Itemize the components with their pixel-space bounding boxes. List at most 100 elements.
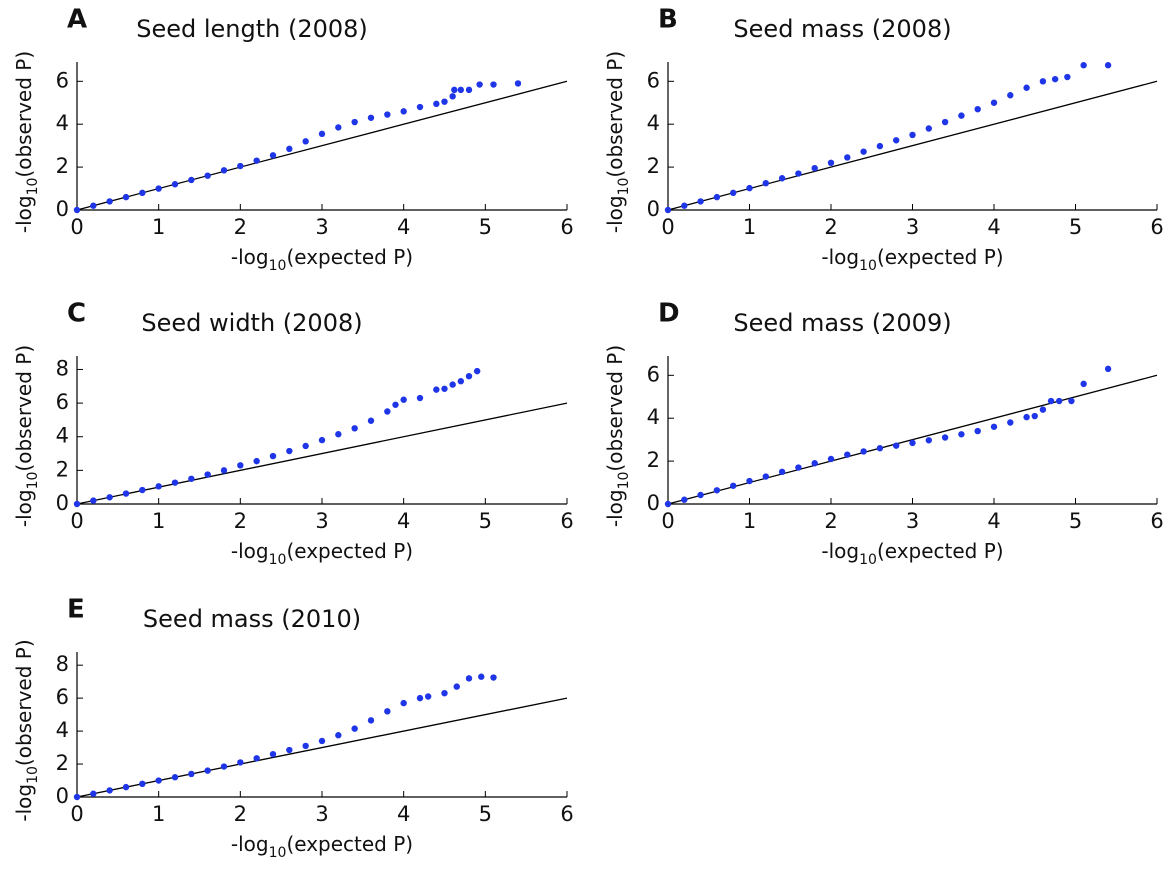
data-point <box>106 494 113 501</box>
axis-label: -log10(expected P) <box>231 245 413 275</box>
axis-label-part: -log <box>603 195 627 233</box>
data-point <box>909 131 916 139</box>
data-point <box>1039 78 1047 85</box>
data-point <box>664 500 672 508</box>
axis-label-part: (expected P) <box>286 832 413 856</box>
data-point <box>827 159 835 167</box>
x-tick-label: 2 <box>234 509 247 533</box>
y-tick-label: 4 <box>56 111 69 135</box>
x-tick-label: 6 <box>1150 215 1163 239</box>
chart-panel: E Seed mass (2010)0 1 2 3 4 5 602468-log10(expe… <box>12 595 574 862</box>
data-point <box>449 93 456 100</box>
data-point <box>318 737 326 745</box>
data-point <box>893 137 900 144</box>
axis-label-part: (observed P) <box>12 51 36 178</box>
data-point <box>1068 397 1075 405</box>
data-point <box>457 378 465 385</box>
data-point <box>318 436 326 444</box>
axis-label-subscript: 10 <box>25 472 41 490</box>
data-point <box>465 86 473 94</box>
data-point <box>925 125 932 132</box>
data-point <box>681 202 688 209</box>
y-tick-label: 4 <box>647 111 660 135</box>
chart-panel: B Seed mass (2008)0 1 2 3 4 5 60246-log10(expec… <box>603 5 1164 275</box>
data-point <box>860 448 867 455</box>
axis-label-subscript: 10 <box>269 552 287 568</box>
y-tick-label: 0 <box>647 197 660 221</box>
axis-label: -log10(expected P) <box>231 832 413 862</box>
data-point <box>384 408 391 415</box>
axis-label-part: (observed P) <box>603 345 627 472</box>
axis-label-part: (expected P) <box>877 539 1004 563</box>
axis-label-part: (expected P) <box>877 245 1004 269</box>
chart-panel: A Seed length (2008)0 1 2 3 4 5 60246-log10(exp… <box>12 5 574 275</box>
data-point <box>122 490 130 497</box>
panel-letter: E <box>67 595 85 625</box>
panel-letter: D <box>658 299 680 329</box>
y-tick-label: 4 <box>56 718 69 742</box>
axis-label-part: (observed P) <box>12 345 36 472</box>
identity-line <box>667 374 1158 505</box>
data-point <box>433 100 440 108</box>
x-tick-label: 4 <box>987 509 1000 533</box>
data-point <box>1104 62 1112 69</box>
data-point <box>139 780 146 788</box>
data-point <box>106 787 113 794</box>
axis-label-part: -log <box>231 539 269 563</box>
data-point <box>253 755 260 762</box>
x-tick-label: 6 <box>560 802 573 826</box>
data-point <box>237 162 244 170</box>
data-point <box>335 732 342 739</box>
data-point <box>909 439 916 447</box>
data-point <box>416 103 424 111</box>
data-point <box>269 750 277 758</box>
x-tick-label: 3 <box>906 215 919 239</box>
data-point <box>253 157 260 164</box>
x-tick-label: 5 <box>479 509 492 533</box>
data-point <box>90 202 97 209</box>
data-point <box>237 759 244 766</box>
data-point <box>204 471 211 478</box>
panel-letter: C <box>67 299 86 329</box>
data-point <box>416 694 424 702</box>
axis-label-part: -log <box>12 195 36 233</box>
data-point <box>860 148 867 155</box>
x-tick-label: 0 <box>661 215 674 239</box>
data-point <box>465 675 473 682</box>
chart-panel: C Seed width (2008)0 1 2 3 4 5 602468-log10(exp… <box>12 299 574 569</box>
data-point <box>367 417 375 424</box>
data-point <box>697 491 704 499</box>
data-point <box>465 372 473 380</box>
data-point <box>400 108 407 115</box>
chart-title: Seed length (2008) <box>136 15 368 43</box>
data-point <box>335 124 342 131</box>
data-point <box>697 198 704 205</box>
x-tick-label: 5 <box>479 215 492 239</box>
data-point <box>974 427 981 435</box>
data-point <box>286 447 293 455</box>
data-point <box>400 396 407 403</box>
data-point <box>237 462 244 469</box>
panel-letter: B <box>658 5 678 35</box>
data-point <box>220 167 228 174</box>
y-tick-label: 0 <box>56 784 69 808</box>
y-tick-label: 4 <box>647 405 660 429</box>
x-tick-label: 5 <box>479 802 492 826</box>
x-tick-label: 2 <box>234 215 247 239</box>
data-point <box>302 442 309 450</box>
data-point <box>876 142 884 150</box>
axis-label-part: -log <box>231 832 269 856</box>
data-point <box>876 445 884 452</box>
data-point <box>974 105 981 113</box>
axis-label-subscript: 10 <box>859 258 877 274</box>
axis-label: -log10(observed P) <box>12 51 42 233</box>
x-tick-label: 0 <box>70 802 83 826</box>
data-point <box>433 386 440 393</box>
data-point <box>269 152 277 159</box>
data-point <box>286 145 293 153</box>
data-point <box>478 673 485 680</box>
data-point <box>713 193 721 201</box>
data-point <box>844 451 851 458</box>
data-point <box>449 381 456 388</box>
x-tick-label: 4 <box>397 802 410 826</box>
